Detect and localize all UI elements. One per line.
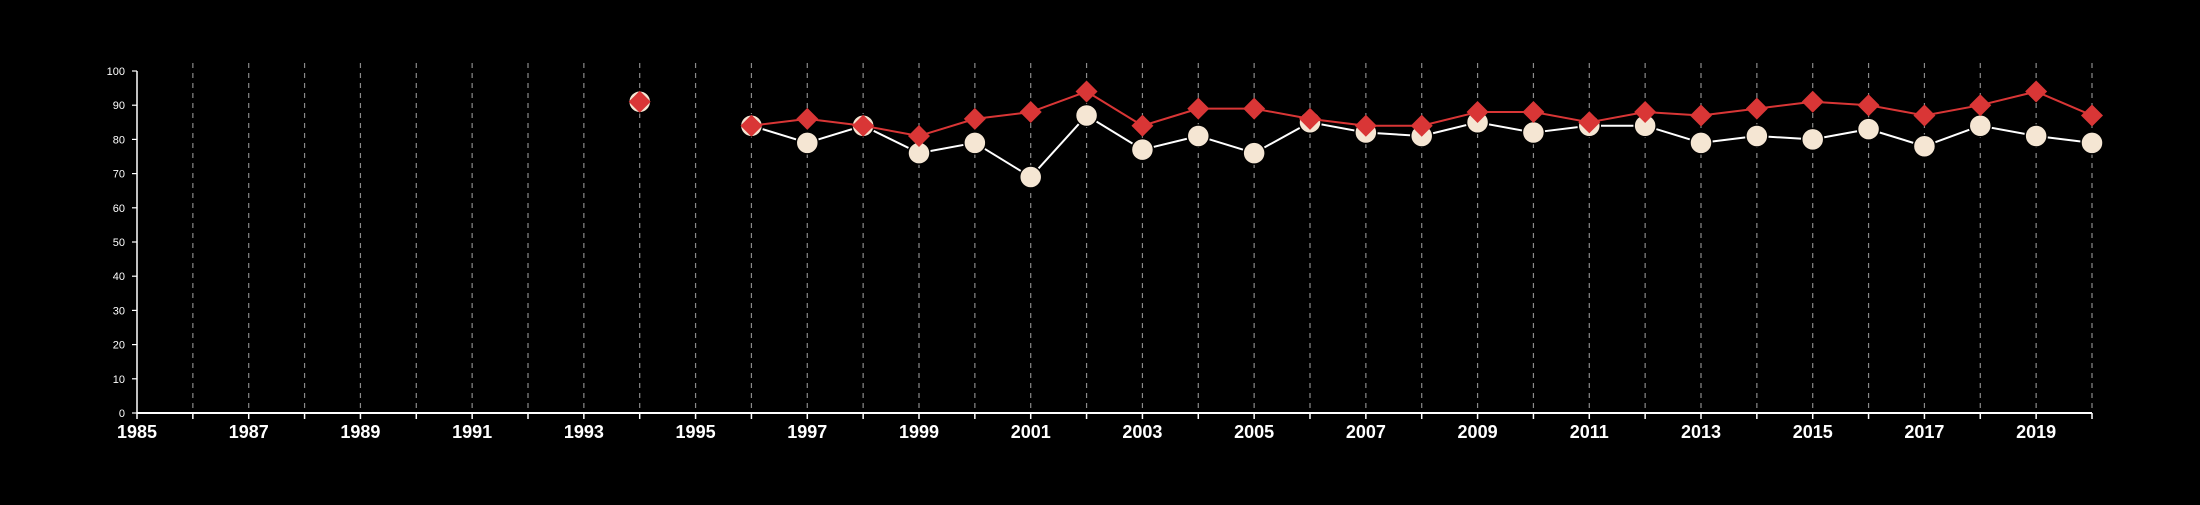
series-2-point	[1745, 97, 1768, 120]
series-2-point	[963, 107, 986, 130]
x-tick-label: 1993	[564, 422, 604, 442]
x-tick-label: 1995	[676, 422, 716, 442]
series-2-segment	[1142, 107, 1199, 127]
series-2-point	[1243, 97, 1266, 120]
series-2-point	[2081, 104, 2103, 127]
y-tick-label: 0	[119, 408, 125, 420]
x-tick-label: 1997	[787, 422, 827, 442]
series-2-point	[1299, 107, 1321, 130]
x-tick-label: 1987	[229, 422, 269, 442]
series-2-point	[1801, 90, 1824, 113]
x-tick-label: 1989	[340, 422, 380, 442]
series-2	[628, 80, 2103, 147]
axes	[136, 71, 2092, 414]
series-1-point	[1018, 165, 1043, 189]
series-2-segment	[2035, 90, 2093, 117]
series-2-segment	[1980, 90, 2037, 107]
series-1-point	[2080, 131, 2104, 155]
series-2-point	[1634, 101, 1657, 124]
series-1-point	[1074, 103, 1099, 128]
series-layer	[627, 80, 2104, 189]
series-1-point	[1689, 131, 1713, 155]
y-tick-label: 60	[113, 203, 125, 215]
y-tick-label: 50	[113, 237, 125, 249]
series-2-point	[1969, 94, 1992, 117]
series-2-segment	[1589, 111, 1646, 124]
x-tick-label: 2009	[1458, 422, 1498, 442]
y-tick-label: 80	[113, 134, 125, 146]
x-tick-label: 2007	[1346, 422, 1386, 442]
x-tick-label: 2005	[1234, 422, 1274, 442]
x-tick-label: 1999	[899, 422, 939, 442]
x-tick-label: 2019	[2016, 422, 2056, 442]
series-1-point	[1186, 124, 1211, 148]
series-2-segment	[862, 124, 920, 137]
x-tick-label: 2011	[1570, 422, 1609, 442]
series-2-segment	[1253, 107, 1311, 120]
y-tick-label: 100	[107, 66, 125, 78]
series-2-point	[1522, 101, 1545, 124]
y-tick-label: 70	[113, 169, 125, 181]
series-1-point	[1521, 120, 1546, 145]
x-tick-label: 2013	[1681, 422, 1721, 442]
series-2-segment	[1868, 104, 1925, 117]
x-tick-label: 1991	[452, 422, 492, 442]
series-2-point	[1690, 104, 1712, 127]
series-2-segment	[1086, 90, 1143, 127]
gridlines	[192, 63, 2093, 413]
x-tick-label: 2001	[1011, 422, 1051, 442]
x-tick-label: 2017	[1904, 422, 1944, 442]
series-2-segment	[918, 117, 976, 137]
y-tick-label: 20	[113, 340, 125, 352]
series-2-point	[1187, 97, 1210, 120]
series-2-point	[1019, 101, 1042, 124]
series-2-point	[1857, 94, 1880, 117]
series-2-point	[1466, 101, 1489, 124]
y-tick-label: 40	[113, 271, 125, 283]
series-2-point	[1354, 114, 1377, 137]
y-tick-label: 30	[113, 305, 125, 317]
x-tick-label: 2003	[1122, 422, 1162, 442]
series-1-point	[963, 131, 987, 155]
series-2-point	[628, 90, 651, 113]
series-2-point	[1913, 104, 1936, 127]
y-axis-ticks: 0 10 20 30 40 50 60 70 80 90 100	[107, 66, 137, 420]
y-tick-label: 90	[113, 100, 125, 112]
series-2-point	[796, 107, 819, 130]
series-2-point	[1410, 114, 1433, 137]
series-1-point	[2024, 124, 2048, 148]
series-2-point	[852, 114, 875, 137]
series-2-point	[1131, 114, 1154, 137]
x-tick-label: 2015	[1793, 422, 1833, 442]
series-2-point	[908, 124, 930, 147]
x-axis-ticks: 1985 1987 1989 1991 1993 1995 1997 1999 2001 2003…	[117, 413, 2093, 442]
series-2-segment	[1421, 111, 1478, 127]
series-1-point	[1130, 137, 1155, 162]
series-2-point	[740, 114, 763, 137]
series-2-point	[1075, 80, 1098, 103]
series-2-point	[2025, 80, 2048, 103]
series-1-segment	[1029, 114, 1088, 178]
series-1-point	[795, 131, 820, 155]
x-tick-label: 1985	[117, 422, 157, 442]
series-2-segment	[1924, 104, 1981, 117]
series-1-point	[1912, 134, 1937, 158]
y-tick-label: 10	[113, 374, 125, 386]
series-1-point	[1856, 117, 1881, 141]
series-2-segment	[1030, 90, 1087, 113]
series-1-point	[1968, 113, 1993, 138]
series-1-point	[1242, 141, 1266, 165]
series-1-point	[1745, 124, 1769, 148]
series-2-segment	[1533, 111, 1590, 124]
series-2-point	[1578, 111, 1601, 134]
series-1-point	[1800, 127, 1825, 152]
